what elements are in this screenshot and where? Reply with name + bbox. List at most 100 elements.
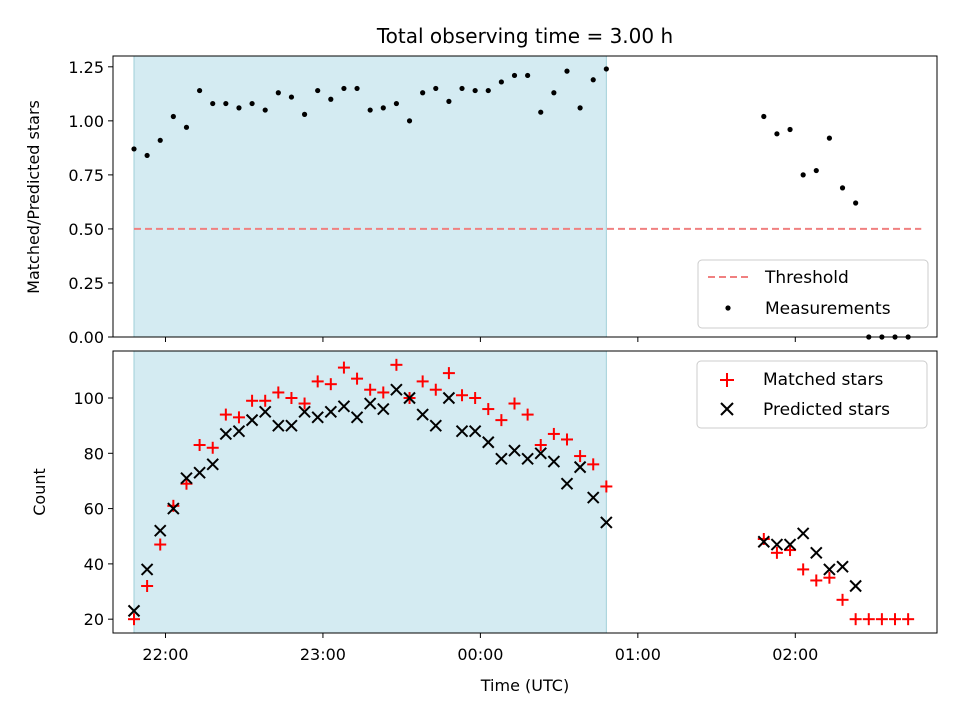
predicted-star-point [455, 424, 469, 438]
matched-star-point [232, 411, 245, 424]
measurement-point [367, 107, 373, 113]
matched-star-point [364, 383, 377, 396]
measurement-point [800, 172, 806, 178]
matched-star-point [219, 408, 232, 421]
matched-star-point [324, 378, 337, 391]
top-axes-frame [112, 55, 938, 338]
measurements-legend-label: Measurements [765, 299, 891, 319]
predicted-star-point [783, 538, 797, 551]
measurement-point [774, 131, 780, 137]
predicted-legend-label: Predicted stars [763, 400, 890, 420]
predicted-star-point [547, 455, 561, 468]
matched-star-point [574, 450, 587, 463]
matched-star-point [351, 372, 364, 385]
measurement-point [406, 118, 413, 124]
predicted-star-point [140, 563, 154, 576]
predicted-star-point [560, 477, 574, 490]
top-legend-box [697, 259, 929, 329]
matched-star-point [495, 414, 508, 427]
predicted-star-point [232, 424, 246, 438]
predicted-star-point [127, 604, 141, 618]
predicted-star-point [350, 411, 364, 424]
matched-star-point [259, 394, 272, 407]
measurement-point [301, 111, 308, 117]
predicted-star-point [311, 411, 324, 424]
predicted-star-point [495, 452, 508, 466]
measurement-point [511, 72, 518, 79]
measurement-point [262, 107, 268, 113]
measurement-point [485, 87, 491, 94]
predicted-star-point [573, 460, 587, 474]
matched-star-point [770, 546, 783, 559]
matched-star-point [127, 613, 140, 626]
top-ytick-label: 0.25 [68, 274, 104, 293]
measurement-point [315, 87, 321, 94]
measurement-point [275, 90, 281, 96]
matched-star-point [193, 439, 206, 451]
matched-star-point [875, 613, 888, 626]
predicted-star-point [770, 538, 784, 551]
predicted-star-point [363, 397, 377, 410]
bottom-ytick-label: 80 [84, 444, 104, 463]
matched-star-point [298, 397, 311, 410]
predicted-star-point [429, 419, 442, 432]
predicted-star-point [377, 402, 390, 416]
predicted-star-point [219, 427, 233, 441]
matched-star-point [206, 441, 219, 454]
top-ytick-label: 0.50 [68, 220, 104, 239]
measurement-point [472, 87, 478, 94]
predicted-star-point [390, 383, 403, 396]
chart-title: Total observing time = 3.00 h [376, 24, 673, 48]
predicted-star-point [482, 436, 495, 449]
matched-star-point [442, 367, 455, 380]
bottom-ytick-label: 20 [84, 610, 104, 629]
matched-star-point [534, 439, 547, 451]
matched-star-point [246, 394, 259, 407]
top-ytick-label: 0.00 [68, 328, 104, 347]
predicted-star-point [796, 527, 810, 540]
matched-star-point [521, 408, 534, 421]
matched-star-point [797, 563, 810, 576]
predicted-star-point [285, 419, 298, 432]
matched-star-point [390, 358, 403, 371]
predicted-star-point [154, 524, 167, 537]
measurement-point [525, 72, 531, 79]
measurement-point [603, 66, 609, 72]
matched-star-point [587, 458, 600, 471]
measurement-point [826, 135, 833, 141]
matched-star-point [429, 383, 442, 396]
matched-star-point [508, 397, 521, 410]
measurements-legend-swatch [725, 305, 731, 311]
matched-star-point [823, 571, 836, 584]
predicted-star-point [600, 516, 613, 529]
measurement-point [144, 152, 150, 159]
matched-star-point [469, 392, 482, 404]
predicted-star-point [245, 413, 259, 427]
measurement-point [839, 185, 846, 191]
matched-star-point [141, 580, 154, 592]
predicted-star-point [180, 471, 193, 485]
matched-star-point [784, 544, 797, 557]
predicted-star-point [416, 408, 429, 421]
predicted-star-point [442, 391, 456, 405]
matched-star-point [600, 480, 613, 493]
matched-star-point [272, 386, 285, 399]
matched-star-point [547, 427, 560, 440]
predicted-star-point [272, 419, 285, 432]
predicted-star-point [298, 405, 311, 419]
matched-star-point [849, 613, 862, 626]
top-ytick-label: 1.25 [68, 58, 104, 77]
matched-star-point [889, 613, 902, 626]
matched-star-point [456, 389, 469, 402]
observing-window-shade-bottom [133, 351, 607, 633]
predicted-star-point [823, 563, 836, 576]
predicted-star-point [836, 560, 849, 573]
top-ylabel: Matched/Predicted stars [24, 100, 43, 294]
measurement-point [183, 124, 190, 130]
measurement-point [761, 113, 767, 120]
matched-star-point [810, 574, 823, 587]
bottom-xtick-label: 23:00 [300, 645, 346, 664]
matched-star-point [416, 375, 429, 388]
predicted-star-point [587, 491, 600, 504]
bottom-legend-box [696, 360, 928, 429]
